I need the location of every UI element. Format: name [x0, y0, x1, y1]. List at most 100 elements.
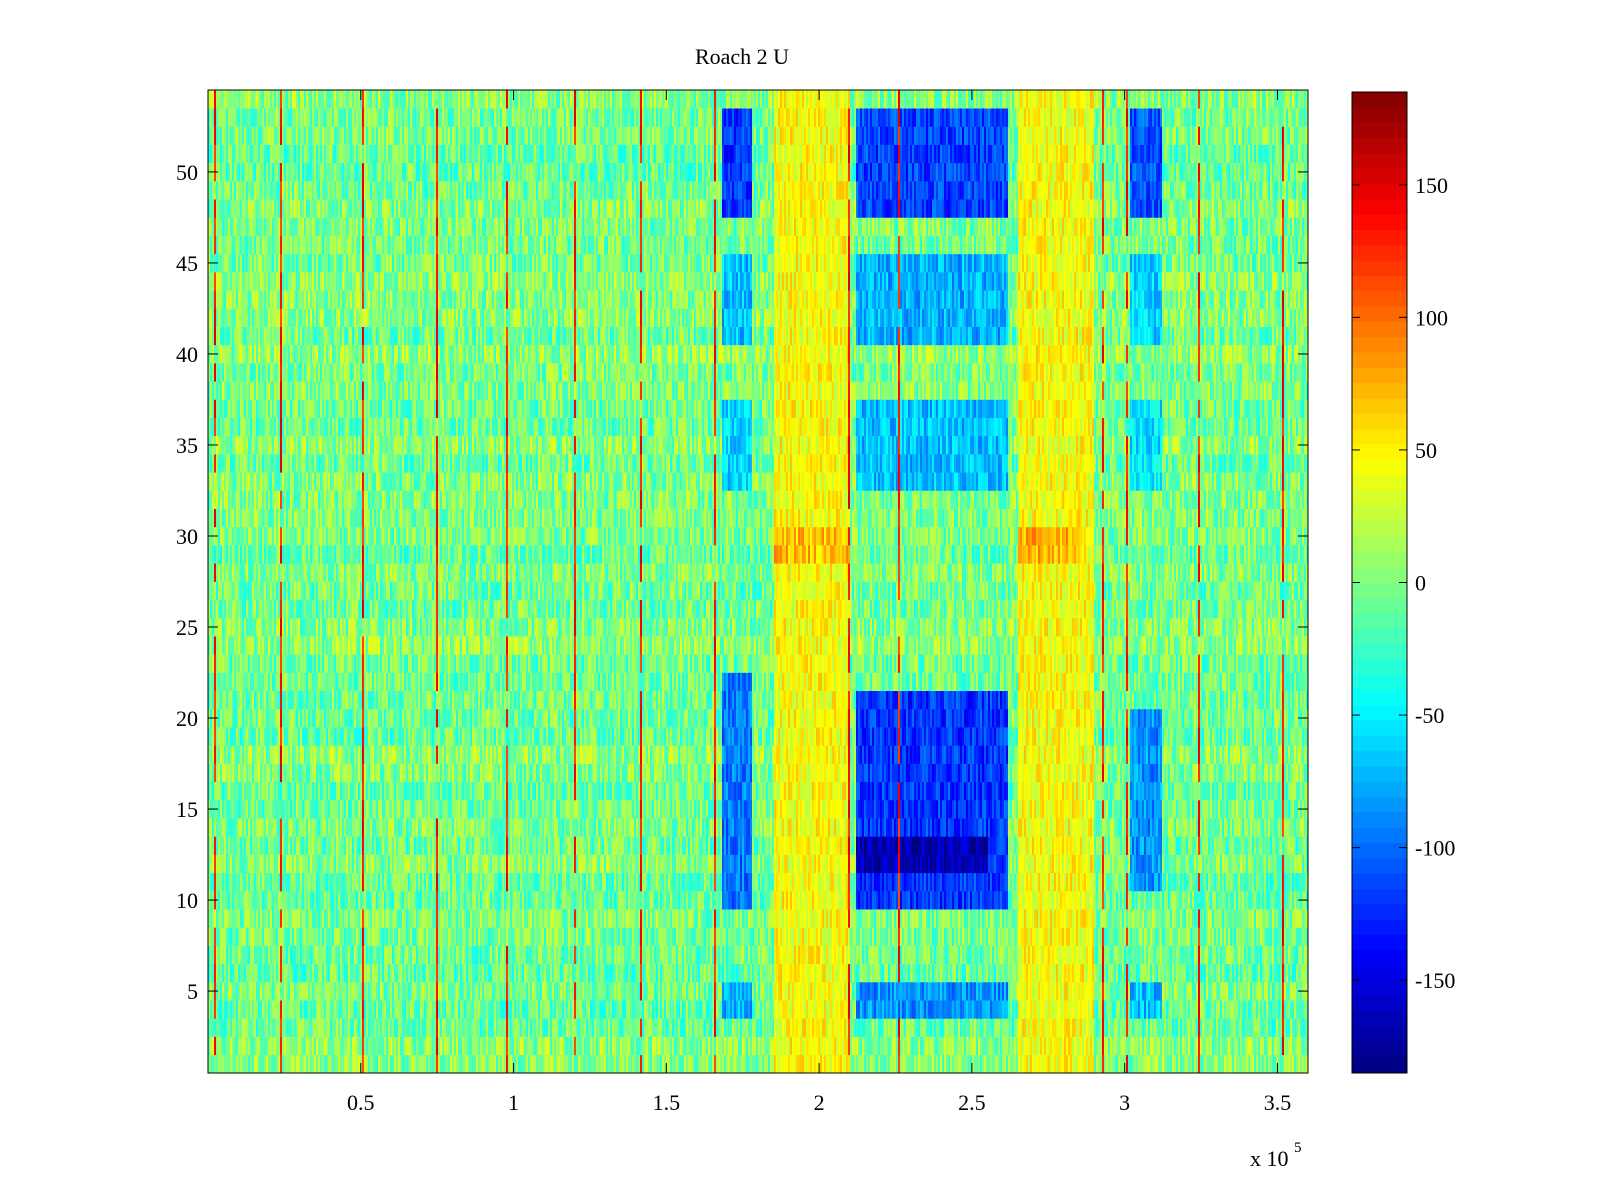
heatmap-cell: [818, 1037, 820, 1056]
heatmap-cell: [1268, 1000, 1270, 1019]
heatmap-cell: [516, 964, 518, 983]
heatmap-cell: [300, 1018, 302, 1037]
heatmap-cell: [780, 946, 782, 965]
heatmap-cell: [868, 1055, 870, 1074]
heatmap-cell: [1086, 964, 1088, 983]
heatmap-cell: [548, 1018, 550, 1037]
heatmap-cell: [416, 909, 418, 928]
heatmap-cell: [520, 1018, 522, 1037]
heatmap-cell: [994, 982, 996, 1001]
heatmap-cell: [1224, 946, 1226, 965]
heatmap-cell: [780, 1000, 782, 1019]
heatmap-cell: [762, 909, 764, 928]
heatmap-cell: [312, 1018, 314, 1037]
heatmap-cell: [808, 927, 810, 946]
heatmap-cell: [830, 982, 832, 1001]
heatmap-cell: [574, 909, 576, 928]
heatmap-cell: [660, 909, 662, 928]
heatmap-cell: [852, 964, 854, 983]
heatmap-cell: [566, 964, 568, 983]
heatmap-cell: [700, 946, 702, 965]
heatmap-cell: [416, 1018, 418, 1037]
heatmap-cell: [456, 964, 458, 983]
heatmap-cell: [1246, 1055, 1248, 1074]
heatmap-cell: [772, 982, 774, 1001]
heatmap-cell: [904, 982, 906, 1001]
heatmap-cell: [856, 1055, 858, 1074]
heatmap-cell: [588, 982, 590, 1001]
heatmap-cell: [258, 946, 260, 965]
heatmap-cell: [462, 1055, 464, 1074]
heatmap-cell: [1190, 982, 1192, 1001]
heatmap-cell: [550, 982, 552, 1001]
heatmap-cell: [806, 927, 808, 946]
heatmap-cell: [982, 1037, 984, 1056]
heatmap-cell: [1190, 1037, 1192, 1056]
heatmap-cell: [1282, 982, 1284, 1001]
heatmap-cell: [448, 1037, 450, 1056]
heatmap-cell: [1228, 927, 1230, 946]
heatmap-cell: [908, 946, 910, 965]
heatmap-cell: [992, 1000, 994, 1019]
heatmap-cell: [1232, 909, 1234, 928]
heatmap-cell: [760, 1037, 762, 1056]
heatmap-cell: [1174, 964, 1176, 983]
heatmap-cell: [526, 1037, 528, 1056]
heatmap-cell: [938, 982, 940, 1001]
heatmap-cell: [1184, 964, 1186, 983]
heatmap-cell: [650, 1000, 652, 1019]
heatmap-cell: [758, 964, 760, 983]
heatmap-cell: [998, 982, 1000, 1001]
heatmap-cell: [1104, 982, 1106, 1001]
heatmap-cell: [680, 1037, 682, 1056]
heatmap-cell: [1244, 1055, 1246, 1074]
heatmap-cell: [778, 1018, 780, 1037]
heatmap-cell: [704, 964, 706, 983]
heatmap-cell: [776, 946, 778, 965]
heatmap-cell: [1158, 964, 1160, 983]
heatmap-cell: [770, 909, 772, 928]
heatmap-cell: [1200, 909, 1202, 928]
heatmap-cell: [972, 946, 974, 965]
heatmap-cell: [792, 1000, 794, 1019]
heatmap-cell: [930, 909, 932, 928]
heatmap-cell: [450, 946, 452, 965]
heatmap-cell: [980, 964, 982, 983]
heatmap-cell: [576, 1055, 578, 1074]
heatmap-cell: [1294, 927, 1296, 946]
heatmap-cell: [1280, 946, 1282, 965]
heatmap-cell: [248, 1055, 250, 1074]
heatmap-cell: [1112, 1018, 1114, 1037]
heatmap-cell: [862, 964, 864, 983]
heatmap-cell: [302, 964, 304, 983]
heatmap-cell: [270, 982, 272, 1001]
heatmap-cell: [880, 1018, 882, 1037]
heatmap-cell: [572, 927, 574, 946]
heatmap-cell: [886, 927, 888, 946]
heatmap-cell: [512, 1037, 514, 1056]
heatmap-cell: [622, 946, 624, 965]
heatmap-cell: [1256, 982, 1258, 1001]
heatmap-cell: [320, 1055, 322, 1074]
heatmap-cell: [972, 1000, 974, 1019]
heatmap-cell: [666, 1000, 668, 1019]
heatmap-cell: [252, 946, 254, 965]
heatmap-cell: [552, 946, 554, 965]
heatmap-cell: [1026, 946, 1028, 965]
heatmap-cell: [852, 1037, 854, 1056]
heatmap-cell: [798, 909, 800, 928]
heatmap-cell: [742, 909, 744, 928]
heatmap-cell: [442, 909, 444, 928]
heatmap-cell: [976, 946, 978, 965]
heatmap-cell: [748, 1000, 750, 1019]
heatmap-cell: [276, 1037, 278, 1056]
heatmap-cell: [568, 1000, 570, 1019]
heatmap-cell: [932, 946, 934, 965]
heatmap-cell: [514, 927, 516, 946]
heatmap-cell: [226, 909, 228, 928]
heatmap-cell: [1256, 1037, 1258, 1056]
heatmap-cell: [1190, 1055, 1192, 1074]
heatmap-cell: [690, 946, 692, 965]
heatmap-cell: [1090, 1000, 1092, 1019]
heatmap-cell: [1156, 946, 1158, 965]
